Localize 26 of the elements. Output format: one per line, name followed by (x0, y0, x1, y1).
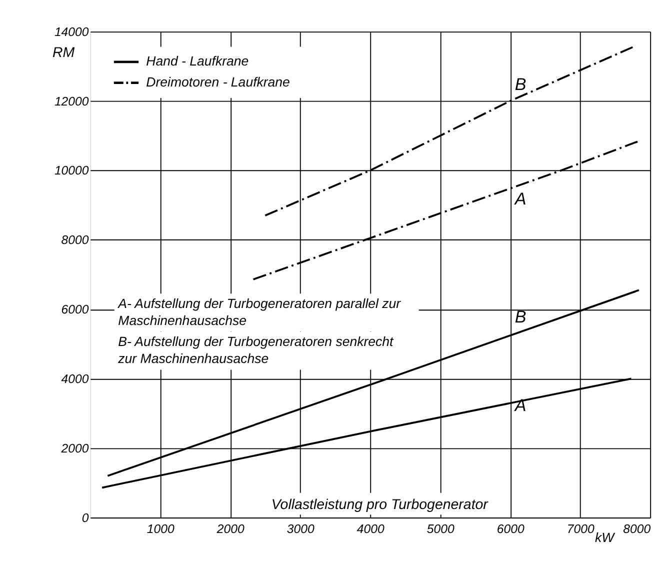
x-tick-label: 5000 (426, 522, 454, 536)
x-axis-title: Vollastleistung pro Turbogenerator (271, 496, 490, 513)
y-tick-label: 14000 (54, 24, 89, 39)
y-tick-label: 8000 (61, 233, 89, 248)
y-axis-title: RM (52, 45, 75, 62)
annotation: B (514, 308, 526, 327)
y-tick-label: 0 (82, 510, 89, 525)
x-tick-label: 7000 (566, 522, 594, 536)
annotation: A- Aufstellung der Turbogeneratoren parallel zur Maschinenhausachse (117, 296, 402, 328)
y-tick-label: 6000 (61, 302, 89, 317)
y-tick-label: 10000 (54, 164, 89, 178)
x-tick-label: 3000 (286, 522, 314, 536)
x-tick-label: 2000 (216, 522, 244, 536)
legend-label: Dreimotoren - Laufkrane (146, 74, 290, 90)
x-tick-label: 6000 (496, 522, 524, 536)
y-tick-label: 12000 (54, 94, 89, 108)
legend-label: Hand - Laufkrane (146, 54, 249, 69)
x-tick-label: 4000 (356, 522, 384, 536)
annotation: B- Aufstellung der Turbogeneratoren senkrecht zur Maschinenhausachse (117, 334, 395, 366)
y-tick-label: 2000 (60, 441, 89, 456)
text: kW (594, 530, 616, 546)
x-tick-label: 8000 (623, 522, 651, 536)
y-tick-label: 4000 (61, 372, 89, 386)
annotation: B (514, 75, 526, 94)
annotation: A (514, 190, 526, 209)
x-tick-label: 1000 (146, 522, 174, 536)
